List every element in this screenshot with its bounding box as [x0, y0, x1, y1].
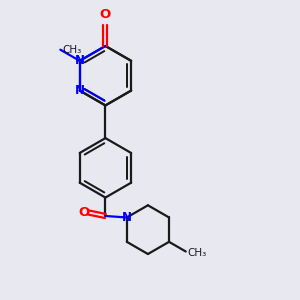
Text: N: N: [122, 211, 132, 224]
Text: CH₃: CH₃: [187, 248, 206, 258]
Text: N: N: [75, 54, 85, 67]
Text: CH₃: CH₃: [63, 45, 82, 55]
Text: O: O: [100, 8, 111, 21]
Text: N: N: [75, 84, 85, 97]
Text: O: O: [78, 206, 89, 219]
